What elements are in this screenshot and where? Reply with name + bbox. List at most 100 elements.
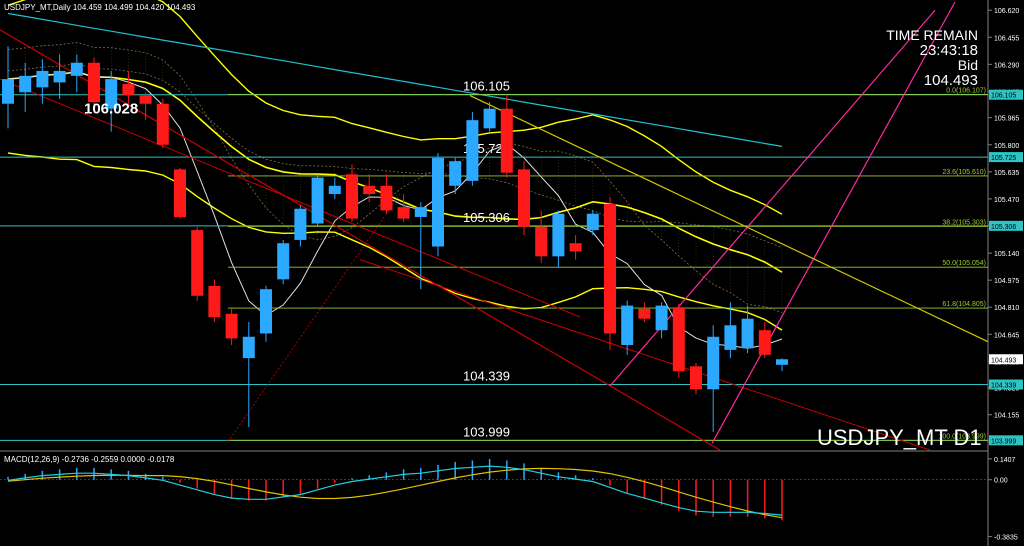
candle-bull [741,318,754,349]
candle-bear [122,84,135,96]
axis-tick-label: 104.810 [994,305,1019,312]
fib-label: 50.0(105.054) [942,260,986,267]
axis-tick-label: 106.620 [994,8,1019,15]
candle-bear [346,174,358,219]
candle-bull [466,120,479,181]
candle-bear [174,169,186,217]
axis-tick-label: 104.645 [994,332,1019,339]
candle-bear [191,230,204,296]
level-label: 105.306 [463,210,510,225]
cloud-span-b [7,63,783,248]
ma-slow [7,12,783,147]
axis-tick-label: 106.455 [994,35,1019,42]
candle-bull [707,336,720,390]
candle-bear [380,185,393,211]
candle-bull [621,305,634,345]
candle-bull [483,108,496,129]
macd-axis-label: -0.3835 [994,535,1018,542]
level-tag: 104.339 [991,383,1016,390]
macd-axis-label: 0.00 [994,478,1008,485]
trend-up-2 [711,1,956,444]
symbol-label: USDJPY_MT D1 [817,425,982,450]
candle-bull [655,305,668,331]
price-annotation: 106.028 [84,100,138,117]
level-label: 103.999 [463,424,510,439]
candle-bear [758,330,771,355]
candle-bear [208,285,221,318]
candle-bull [277,243,290,280]
candle-bear [156,103,169,145]
macd-main-line [7,465,783,516]
candle-bear [638,308,651,319]
level-tag-box [989,152,1023,163]
chart-title: USDJPY_MT,Daily [4,3,71,12]
channel-line-upper [0,29,721,451]
candle-bull [70,62,83,76]
candle-bear [535,226,548,257]
candle-bull [311,177,324,224]
candle-bear [500,108,513,173]
time-remain-panel: TIME REMAIN 23:43:18 Bid 104.493 [886,27,978,89]
bid-value: 104.493 [923,72,978,89]
band-upper [7,0,783,215]
level-tag: 106.105 [991,93,1016,100]
channel-line-mid [0,78,581,318]
candle-bear [518,169,530,227]
level-tag-box [989,435,1023,446]
candle-bull [432,157,444,247]
candle-bull [449,161,462,186]
candle-bull [242,336,255,359]
fib-label: 23.6(105.610) [942,169,986,176]
level-label: 104.339 [463,369,510,384]
time-remain-label: TIME REMAIN [886,27,978,43]
bid-tag: 104.493 [991,357,1016,364]
cloud-span-a [7,41,783,313]
ohlc-values: 104.459 104.499 104.420 104.493 [72,3,196,12]
axis-tick-label: 104.975 [994,278,1019,285]
candle-bull [414,207,427,217]
axis-tick-label: 105.800 [994,143,1019,150]
macd-header: MACD(12,26,9) -0.2736 -0.2559 0.0000 -0.… [4,455,175,464]
level-tag-box [989,379,1023,390]
axis-tick-label: 105.965 [994,116,1019,123]
bid-label: Bid [957,57,978,73]
candle-bull [328,185,341,194]
fib-label: 100.0(103.999) [939,433,986,440]
level-tag-box [989,220,1023,231]
axis-tick-label: 105.140 [994,251,1019,258]
candle-bull [36,70,49,88]
level-tag: 105.306 [991,224,1016,231]
candle-bull [776,359,788,365]
candle-bear [363,185,376,194]
candle-bull [586,213,599,231]
level-tag: 105.725 [991,155,1016,162]
trend-down [469,94,989,343]
candle-bull [552,213,565,257]
candle-bear [225,313,238,339]
candle-bear [88,62,100,103]
candle-bull [53,70,66,83]
time-remain-timer: 23:43:18 [919,42,978,59]
candle-bull [19,75,32,93]
level-tag-box [989,89,1023,100]
chart-header: USDJPY_MT,Daily 104.459 104.499 104.420 … [4,3,195,12]
channel-line-lower [359,259,931,451]
level-label: 106.105 [463,79,510,94]
candle-bear [139,95,152,104]
candle-bear [397,207,410,219]
fib-label: 0.0(106.107) [946,87,986,94]
dotted-trend [227,193,401,443]
axis-tick-label: 105.470 [994,197,1019,204]
axis-tick-label: 105.635 [994,170,1019,177]
band-middle [7,71,783,273]
candle-bull [294,208,307,240]
candle-bull [260,289,272,334]
fib-label: 38.2(105.303) [942,219,986,226]
level-tag: 103.999 [991,438,1016,445]
candle-bull [2,79,14,104]
candle-bull [724,325,737,350]
fib-label: 61.8(104.805) [942,301,986,308]
axis-tick-label: 106.290 [994,62,1019,69]
candle-bear [690,366,702,390]
